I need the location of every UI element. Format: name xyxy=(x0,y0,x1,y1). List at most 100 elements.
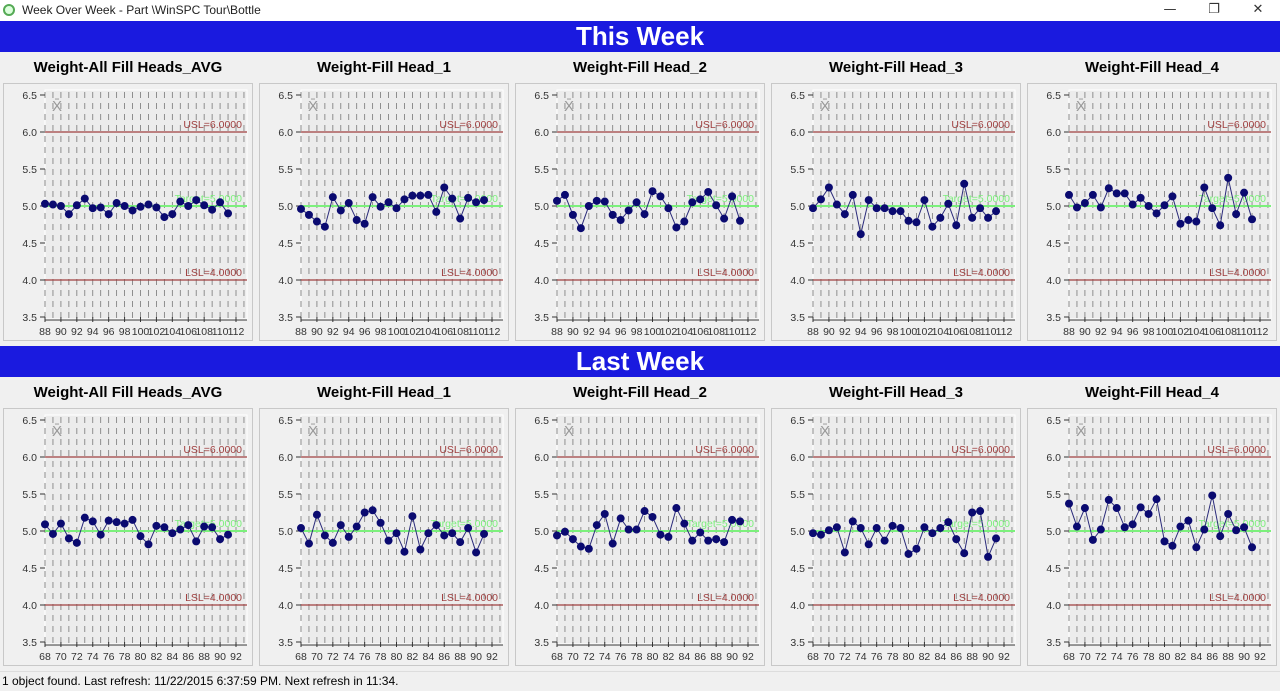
control-chart[interactable]: 6.5 6.0 5.5 5.0 4.5 4.0 3.5 68 70 72 74 76 78 80 82 84 8… xyxy=(768,405,1024,670)
x-tick-label: 110 xyxy=(724,326,741,338)
data-point xyxy=(1248,543,1257,552)
control-chart[interactable]: 6.5 6.0 5.5 5.0 4.5 4.0 3.5 68 70 72 74 76 78 80 82 84 8… xyxy=(256,405,512,670)
data-point xyxy=(480,529,489,538)
data-point xyxy=(448,529,457,538)
restore-button[interactable]: ❐ xyxy=(1208,2,1220,17)
target-label: Target=5.0000 xyxy=(943,518,1011,530)
y-tick-label: 6.5 xyxy=(790,415,805,427)
control-chart[interactable]: 6.5 6.0 5.5 5.0 4.5 4.0 3.5 68 70 72 74 76 78 80 82 84 8… xyxy=(1024,405,1280,670)
x-tick-label: 98 xyxy=(887,326,899,338)
control-chart[interactable]: 6.5 6.0 5.5 5.0 4.5 4.0 3.5 88 90 92 94 96 98 100 102 1… xyxy=(512,80,768,345)
plot-area xyxy=(300,89,504,320)
x-tick-label: 86 xyxy=(182,651,194,663)
data-point xyxy=(328,193,337,202)
data-point xyxy=(224,530,233,539)
lsl-line-label: LSL=4.0000 xyxy=(953,267,1010,279)
x-tick-label: 110 xyxy=(468,326,485,338)
y-tick-label: 3.5 xyxy=(22,312,37,324)
x-tick-label: 74 xyxy=(87,651,99,663)
control-chart[interactable]: 6.5 6.0 5.5 5.0 4.5 4.0 3.5 88 90 92 94 96 98 100 102 1… xyxy=(256,80,512,345)
data-point xyxy=(392,529,401,538)
data-point xyxy=(41,199,49,208)
x-tick-label: 108 xyxy=(707,326,725,338)
x-tick-label: 98 xyxy=(631,326,643,338)
data-point xyxy=(1208,204,1217,213)
control-chart[interactable]: 6.5 6.0 5.5 5.0 4.5 4.0 3.5 88 90 92 94 96 98 100 102 1… xyxy=(768,80,1024,345)
data-point xyxy=(632,198,641,207)
data-point xyxy=(336,521,345,530)
data-point xyxy=(904,216,913,225)
window-title: Week Over Week - Part \WinSPC Tour\Bottl… xyxy=(22,3,261,17)
data-point xyxy=(1080,199,1089,208)
x-tick-label: 90 xyxy=(982,651,994,663)
lsl-line-label: LSL=4.0000 xyxy=(185,592,242,604)
y-tick-label: 4.5 xyxy=(22,238,37,250)
data-point xyxy=(96,203,105,212)
data-point xyxy=(416,545,425,554)
data-point xyxy=(600,197,609,206)
usl-line-label: USL=6.0000 xyxy=(695,119,754,131)
data-point xyxy=(112,518,121,527)
x-tick-label: 104 xyxy=(1188,326,1206,338)
control-chart[interactable]: 6.5 6.0 5.5 5.0 4.5 4.0 3.5 88 90 92 94 96 98 100 102 1… xyxy=(1024,80,1280,345)
data-point xyxy=(88,517,97,526)
y-tick-label: 4.5 xyxy=(278,563,293,575)
control-chart[interactable]: 6.5 6.0 5.5 5.0 4.5 4.0 3.5 88 90 92 94 96 98 100 102 1… xyxy=(0,80,256,345)
data-point xyxy=(352,522,361,531)
lsl-line-label: LSL=4.0000 xyxy=(1209,592,1266,604)
control-chart[interactable]: 6.5 6.0 5.5 5.0 4.5 4.0 3.5 68 70 72 74 76 78 80 82 84 8… xyxy=(512,405,768,670)
data-point xyxy=(1152,209,1161,218)
data-point xyxy=(1192,543,1201,552)
x-tick-label: 92 xyxy=(998,651,1010,663)
data-point xyxy=(672,223,681,232)
data-point xyxy=(168,529,177,538)
x-tick-label: 112 xyxy=(740,326,757,338)
data-point xyxy=(608,539,617,548)
usl-line-label: USL=6.0000 xyxy=(695,444,754,456)
target-label: Target=5.0000 xyxy=(431,518,499,530)
data-point xyxy=(832,200,841,209)
y-tick-label: 6.0 xyxy=(278,127,293,139)
minimize-button[interactable]: — xyxy=(1163,2,1177,17)
data-point xyxy=(864,196,873,205)
data-point xyxy=(400,547,409,556)
x-tick-label: 68 xyxy=(551,651,563,663)
chart-svg: 6.56.05.55.04.54.03.588 90 92 94 96 98 1001021… xyxy=(515,83,765,341)
data-point xyxy=(304,539,313,548)
close-button[interactable]: ✕ xyxy=(1252,2,1264,17)
chart-svg: 6.56.05.55.04.54.03.588 90 92 94 96 98 1001021… xyxy=(1027,83,1277,341)
x-tick-label: 92 xyxy=(1095,326,1107,338)
x-tick-label: 78 xyxy=(887,651,899,663)
y-tick-label: 6.5 xyxy=(22,90,37,102)
target-label: Target=5.0000 xyxy=(175,193,243,205)
x-tick-label: 80 xyxy=(647,651,659,663)
y-tick-label: 6.5 xyxy=(1046,90,1061,102)
x-tick-label: 82 xyxy=(663,651,675,663)
data-point xyxy=(960,549,969,558)
lsl-line-label: LSL=4.0000 xyxy=(1209,267,1266,279)
data-point xyxy=(320,222,329,231)
data-point xyxy=(1065,190,1073,199)
y-tick-label: 4.5 xyxy=(790,563,805,575)
y-tick-label: 4.0 xyxy=(790,275,805,287)
data-point xyxy=(944,199,953,208)
data-point xyxy=(912,544,921,553)
data-point xyxy=(648,512,657,521)
data-point xyxy=(392,204,401,213)
data-point xyxy=(688,536,697,545)
data-point xyxy=(144,200,153,209)
data-point xyxy=(416,191,425,200)
data-point xyxy=(840,210,849,219)
x-tick-label: 80 xyxy=(135,651,147,663)
data-point xyxy=(553,531,561,540)
chart-svg: 6.5 6.0 5.5 5.0 4.5 4.0 3.568 70 72 74 76 78 80 82 84 8… xyxy=(259,408,509,666)
y-tick-label: 6.5 xyxy=(278,415,293,427)
y-tick-label: 4.0 xyxy=(534,600,549,612)
control-chart[interactable]: 6.5 6.0 5.5 5.0 4.5 4.0 3.5 68 70 72 74 76 78 80 82 84 8… xyxy=(0,405,256,670)
data-point xyxy=(912,218,921,227)
data-point xyxy=(184,521,193,530)
x-tick-label: 112 xyxy=(1252,326,1269,338)
data-point xyxy=(120,519,129,528)
y-tick-label: 4.0 xyxy=(1046,600,1061,612)
data-point xyxy=(1240,188,1249,197)
